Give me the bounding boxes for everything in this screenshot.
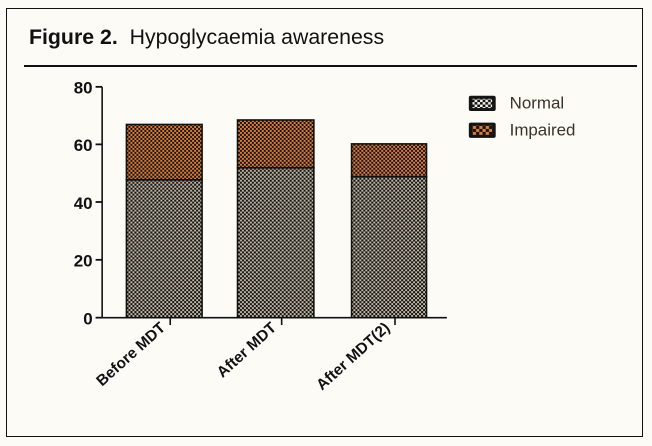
- svg-text:0: 0: [83, 309, 92, 328]
- svg-text:60: 60: [74, 136, 93, 155]
- svg-text:80: 80: [74, 79, 93, 98]
- svg-text:40: 40: [74, 194, 93, 213]
- svg-text:After MDT: After MDT: [214, 319, 281, 381]
- svg-text:20: 20: [74, 252, 93, 271]
- svg-text:Impaired: Impaired: [510, 121, 576, 140]
- svg-text:After MDT(2): After MDT(2): [313, 319, 393, 393]
- svg-text:Before MDT: Before MDT: [93, 319, 169, 390]
- svg-text:Normal: Normal: [510, 94, 564, 113]
